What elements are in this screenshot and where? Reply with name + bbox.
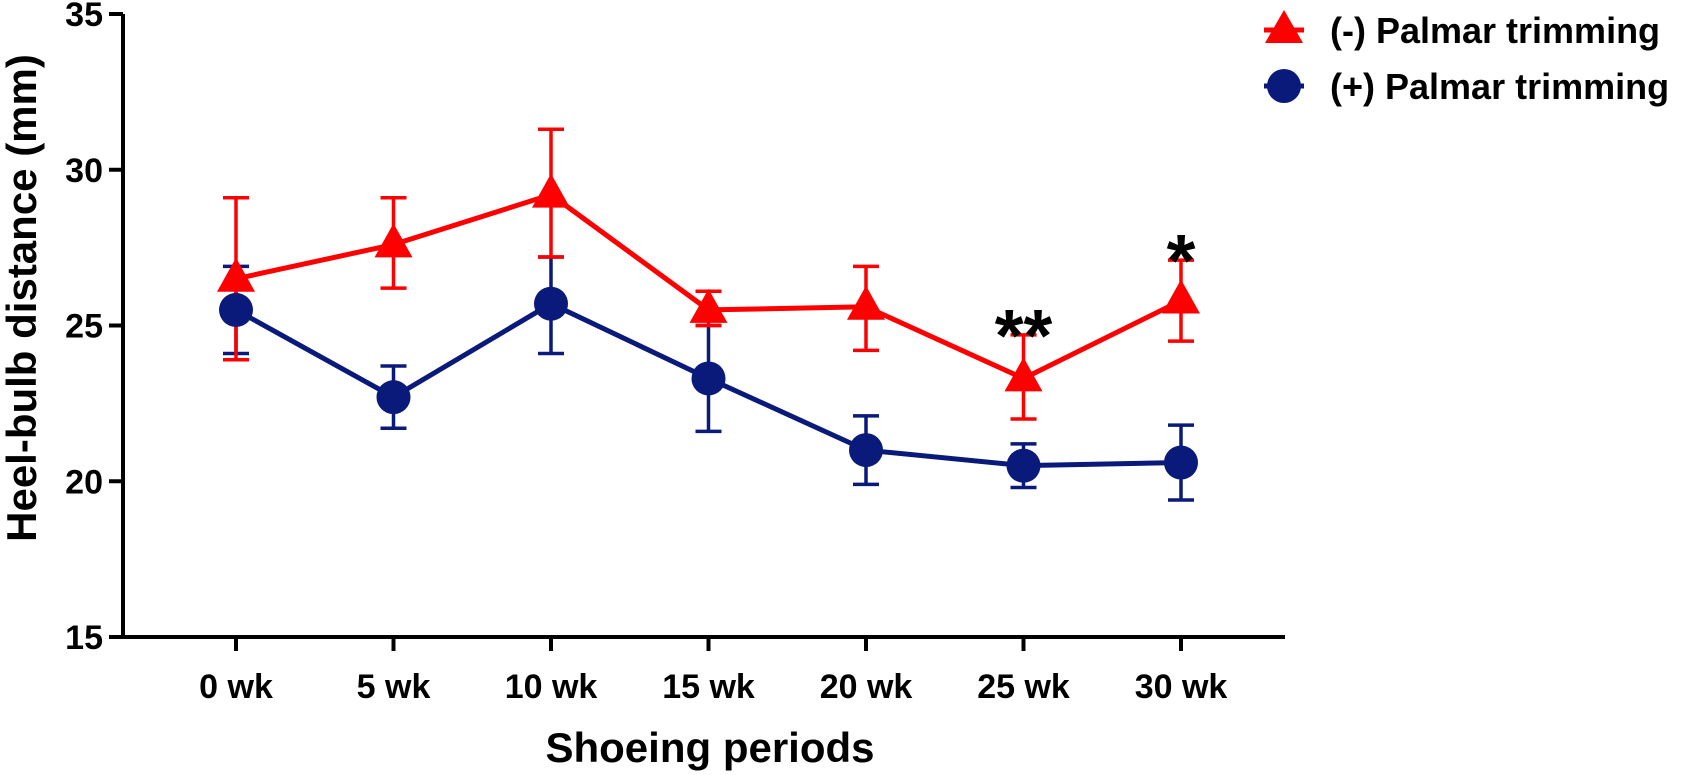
x-tick-label: 20 wk: [820, 668, 913, 706]
data-point: [847, 285, 885, 320]
y-tick-label: 30: [65, 152, 103, 190]
data-point: [217, 257, 255, 292]
y-tick-label: 35: [65, 0, 103, 34]
data-point: [849, 433, 883, 468]
legend-marker: [1265, 10, 1303, 43]
y-tick-label: 15: [65, 619, 103, 657]
data-point: [376, 380, 411, 415]
x-tick-label: 10 wk: [505, 668, 598, 706]
x-tick-label: 25 wk: [977, 668, 1070, 706]
x-tick-label: 5 wk: [357, 668, 431, 706]
x-tick-label: 0 wk: [199, 668, 273, 706]
markers: [217, 173, 1200, 483]
legend-label: (-) Palmar trimming: [1330, 10, 1660, 51]
x-tick-label: 30 wk: [1135, 668, 1228, 706]
x-axis-title: Shoeing periods: [545, 724, 874, 771]
axes: 15 20 25 30 35 0 wk 5 wk 10 wk 15 wk 20 wk 25 wk 30…: [65, 0, 1285, 706]
data-point: [1006, 448, 1041, 483]
y-tick-label: 25: [65, 308, 103, 346]
significance-marker: *: [1167, 219, 1196, 302]
data-point: [691, 361, 726, 396]
x-tick-label: 15 wk: [662, 668, 755, 706]
legend-marker: [1267, 69, 1301, 103]
data-point: [219, 292, 253, 327]
y-axis-title: Heel-bulb distance (mm): [0, 54, 45, 542]
data-point: [532, 173, 570, 208]
data-point: [374, 223, 413, 258]
significance-annotations: ***: [995, 219, 1196, 377]
data-point: [1162, 279, 1200, 314]
data-point: [689, 288, 728, 323]
significance-marker: **: [995, 294, 1053, 377]
data-point: [534, 286, 568, 321]
data-point: [1004, 357, 1043, 392]
data-point: [1164, 445, 1198, 480]
legend-label: (+) Palmar trimming: [1330, 66, 1669, 107]
y-tick-label: 20: [65, 463, 103, 501]
legend: (-) Palmar trimming (+) Palmar trimming: [1264, 10, 1669, 107]
